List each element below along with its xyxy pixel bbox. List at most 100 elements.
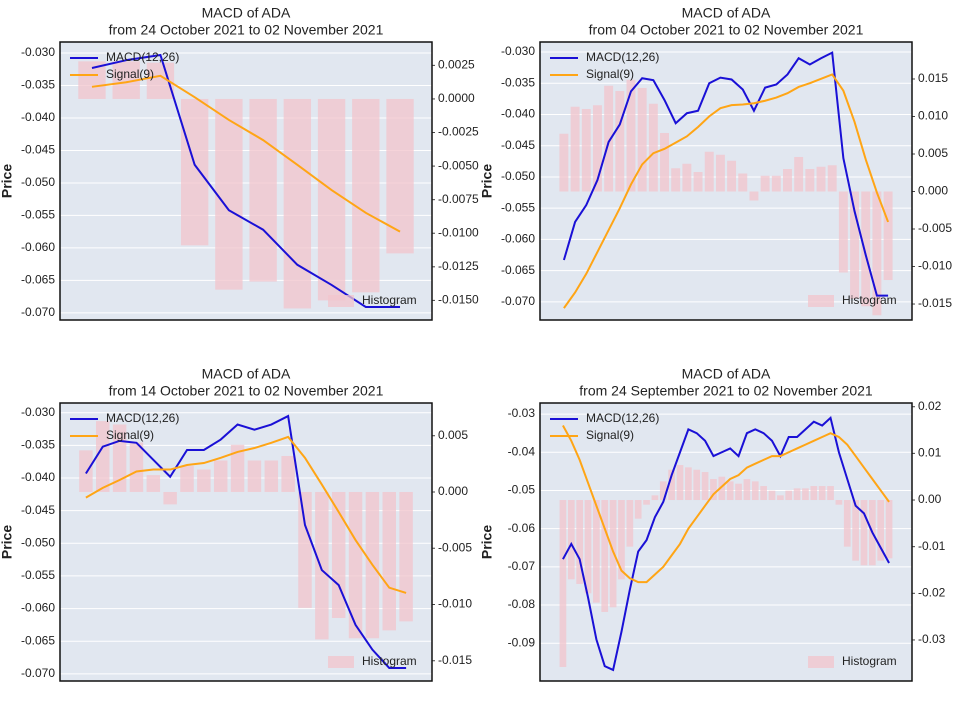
y-tick-label: -0.070 [501,294,535,308]
y2-tick-label: -0.0025 [438,125,479,139]
y-tick-label: -0.035 [501,75,535,89]
histogram-bar [771,175,781,192]
histogram-bar [648,103,658,192]
chart-title: MACD of ADA [202,5,291,21]
chart-subtitle: from 24 September 2021 to 02 November 20… [579,383,873,399]
legend-label: Histogram [842,654,897,668]
histogram-bar [146,475,161,492]
chart-title: MACD of ADA [682,5,771,21]
histogram-bar [704,151,714,192]
histogram-bar [567,500,575,580]
histogram-bar [298,491,312,608]
legend-label: MACD(12,26) [106,50,179,64]
y2-tick-label: -0.005 [918,221,952,235]
y-tick-label: -0.040 [21,110,55,124]
histogram-bar [835,500,843,505]
histogram-bar [180,466,194,492]
chart-subtitle: from 04 October 2021 to 02 November 2021 [589,22,864,38]
y2-tick-label: -0.015 [438,653,472,667]
y2-tick-label: -0.005 [438,540,472,554]
y-tick-label: -0.045 [501,138,535,152]
histogram-bar [618,500,625,580]
histogram-bar [197,469,211,492]
histogram-bar [701,472,709,501]
y-tick-label: -0.030 [501,44,535,58]
y-tick-label: -0.050 [21,535,55,549]
histogram-bar [743,479,751,501]
plot-background [540,42,912,320]
y2-tick-label: -0.0125 [438,259,479,273]
histogram-bar [735,483,742,501]
histogram-bar [802,488,809,501]
histogram-bar [604,85,614,192]
chart-title: MACD of ADA [202,366,291,382]
histogram-bar [827,165,837,192]
legend-swatch [808,295,834,307]
histogram-bar [877,500,885,561]
y-axis-label: Price [479,525,495,559]
y-tick-label: -0.050 [501,169,535,183]
histogram-bar [213,460,228,492]
histogram-bar [559,133,569,192]
histogram-bar [872,191,882,316]
line-series [562,425,890,584]
histogram-bar [685,467,692,501]
line-series [563,73,890,309]
chart-subtitle: from 14 October 2021 to 02 November 2021 [109,383,384,399]
histogram-bar [576,500,583,584]
histogram-bar [838,191,848,273]
line-series [85,435,407,594]
y-tick-label: -0.05 [508,483,536,497]
y-tick-label: -0.040 [21,470,55,484]
y-tick-label: -0.055 [21,208,55,222]
histogram-bar [593,500,600,603]
y2-tick-label: 0.0025 [438,58,475,72]
histogram-bar [794,156,804,192]
histogram-bar [249,98,277,282]
histogram-bar [129,442,144,492]
histogram-bar [710,479,717,501]
histogram-bar [682,163,692,192]
legend-label: Histogram [842,293,897,307]
histogram-bar [751,481,759,501]
histogram-bar [810,486,818,501]
y2-tick-label: -0.0075 [438,192,479,206]
histogram-bar [749,191,759,201]
y-tick-label: -0.035 [21,438,55,452]
histogram-bar [768,490,776,501]
histogram-bar [331,491,346,618]
histogram-bar [264,460,279,492]
legend-label: Signal(9) [586,428,634,442]
chart-subtitle: from 24 October 2021 to 02 November 2021 [109,22,384,38]
legend-label: MACD(12,26) [586,411,659,425]
y2-tick-label: 0.000 [438,484,468,498]
histogram-bar [382,491,396,631]
y-tick-label: -0.065 [501,263,535,277]
line-series [91,74,401,233]
y2-tick-label: -0.010 [438,597,472,611]
histogram-bar [215,98,243,290]
histogram-bar [643,500,650,505]
histogram-bar [805,168,815,192]
y-tick-label: -0.03 [508,406,536,420]
y2-tick-label: -0.0050 [438,158,479,172]
y2-tick-label: 0.005 [438,428,468,442]
histogram-bar [283,98,312,309]
y-axis-label: Price [479,164,495,198]
histogram-bar [726,481,734,501]
histogram-bar [634,500,642,519]
legend-swatch [328,656,354,668]
legend-label: MACD(12,26) [106,411,179,425]
histogram-bar [883,191,893,281]
y-tick-label: -0.070 [21,666,55,680]
y-tick-label: -0.060 [21,601,55,615]
legend-label: Signal(9) [106,67,154,81]
histogram-bar [852,500,859,561]
histogram-bar [559,500,567,668]
histogram-bar [348,491,363,639]
y-tick-label: -0.050 [21,175,55,189]
histogram-bar [777,495,784,501]
histogram-bar [827,486,834,501]
